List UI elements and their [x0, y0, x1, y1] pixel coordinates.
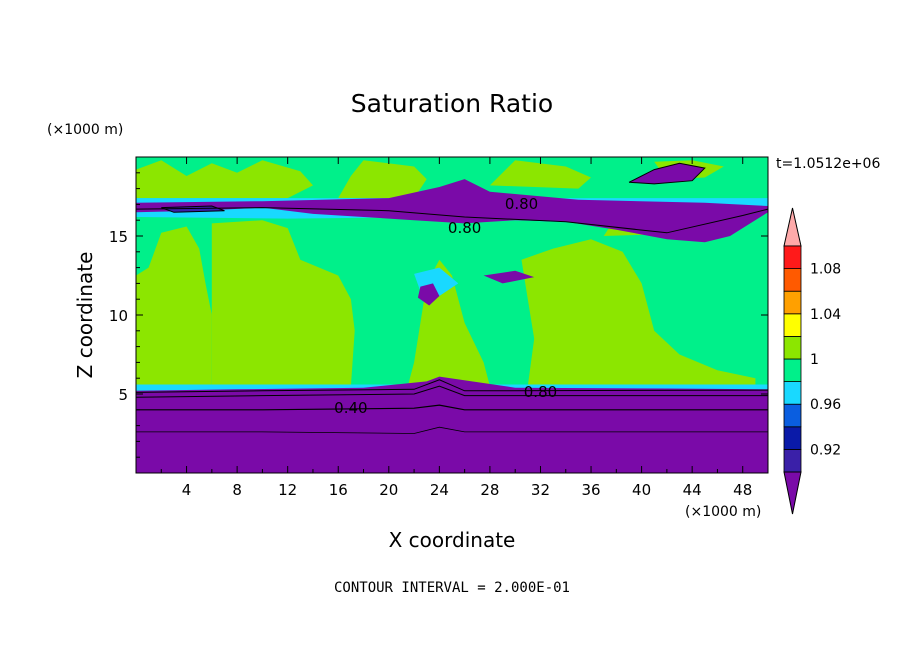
contour-label: 0.80 — [448, 219, 481, 237]
y-tick-label: 10 — [109, 307, 128, 325]
x-axis-label: X coordinate — [389, 528, 516, 552]
y-tick-label: 15 — [109, 228, 128, 246]
colorbar-swatch — [783, 448, 802, 473]
x-tick-label: 36 — [581, 481, 600, 499]
y-unit-label: (×1000 m) — [47, 122, 123, 138]
contour-line-080-upper — [135, 207, 769, 234]
region-dry-midlevel-patch — [417, 283, 440, 306]
y-axis-ticks: 5 10 15 — [109, 172, 768, 458]
region-lime-left — [136, 226, 212, 387]
contour-label: 0.80 — [524, 383, 557, 401]
contour-regions — [136, 160, 768, 473]
region-dry-top-right — [629, 163, 705, 184]
contour-line-040 — [136, 404, 768, 411]
x-tick-label: 48 — [733, 481, 752, 499]
x-tick-label: 40 — [632, 481, 651, 499]
contour-label: 0.40 — [334, 399, 367, 417]
x-tick-label: 12 — [278, 481, 297, 499]
x-tick-label: 4 — [182, 481, 192, 499]
colorbar: 0.92 0.96 1 1.04 1.08 — [783, 207, 841, 515]
colorbar-swatch — [783, 358, 802, 383]
x-unit-label: (×1000 m) — [685, 504, 761, 520]
y-axis-label: Z coordinate — [73, 252, 97, 379]
contour-line-080-lower — [135, 379, 769, 393]
colorbar-tick-label: 1 — [810, 352, 819, 368]
region-lime-right — [521, 239, 756, 387]
colorbar-swatch — [783, 268, 802, 292]
x-tick-label: 32 — [531, 481, 550, 499]
region-lime-center-left — [211, 220, 355, 387]
colorbar-over-triangle — [783, 207, 802, 247]
colorbar-tick-label: 1.08 — [810, 262, 841, 278]
colorbar-swatch — [783, 426, 802, 450]
x-tick-label: 24 — [430, 481, 449, 499]
y-tick-label: 5 — [118, 386, 128, 404]
colorbar-swatch — [783, 313, 802, 337]
colorbar-swatch — [783, 403, 802, 428]
x-tick-label: 28 — [480, 481, 499, 499]
contour-label: 0.80 — [505, 195, 538, 213]
region-dry-lower — [136, 376, 768, 473]
contour-interval-footer: CONTOUR INTERVAL = 2.000E-01 — [334, 580, 570, 596]
time-label: t=1.0512e+06 — [776, 156, 880, 172]
colorbar-swatch — [783, 290, 802, 315]
region-lime-top-center — [338, 160, 427, 199]
colorbar-under-triangle — [783, 471, 802, 515]
colorbar-tick-label: 0.92 — [810, 442, 841, 458]
contour-line-labels: 0.80 0.80 0.80 0.40 — [334, 195, 557, 417]
contour-plot-area: 0.80 0.80 0.80 0.40 — [135, 156, 769, 474]
region-lime-top-right — [489, 160, 591, 189]
region-lime-top-left — [136, 160, 313, 199]
x-axis-ticks: 4 8 12 16 20 24 28 32 36 40 44 48 — [160, 157, 752, 499]
x-tick-label: 44 — [683, 481, 702, 499]
x-tick-label: 8 — [232, 481, 242, 499]
colorbar-tick-label: 1.04 — [810, 307, 841, 323]
contour-line-top-right-loop — [628, 162, 706, 185]
colorbar-swatch — [783, 381, 802, 405]
chart-title: Saturation Ratio — [351, 89, 553, 118]
contour-lines — [135, 162, 769, 434]
colorbar-swatch — [783, 335, 802, 360]
contour-line-lowest — [136, 426, 768, 434]
x-tick-label: 20 — [379, 481, 398, 499]
colorbar-tick-label: 0.96 — [810, 397, 841, 413]
region-dry-small-patch — [483, 270, 535, 284]
colorbar-swatch — [783, 245, 802, 270]
x-tick-label: 16 — [329, 481, 348, 499]
contour-line-upper-left-loop — [161, 205, 225, 213]
contour-line-060 — [135, 385, 768, 398]
